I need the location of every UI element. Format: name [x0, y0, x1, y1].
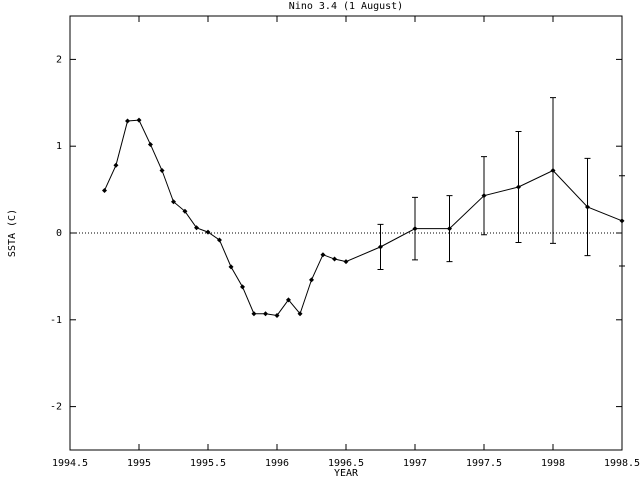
marker — [274, 312, 280, 318]
chart-title: Nino 3.4 (1 August) — [289, 1, 403, 12]
marker — [263, 311, 269, 317]
marker — [102, 187, 107, 193]
marker — [136, 117, 142, 123]
marker — [516, 184, 521, 190]
marker — [147, 141, 153, 147]
marker — [240, 284, 245, 290]
marker — [447, 226, 452, 232]
marker — [585, 204, 590, 210]
x-tick-label: 1997 — [403, 458, 427, 469]
x-tick-label: 1998 — [541, 458, 565, 469]
marker — [309, 277, 314, 283]
marker — [113, 162, 119, 168]
marker — [182, 208, 188, 214]
marker — [159, 168, 165, 174]
marker — [251, 311, 257, 317]
marker — [216, 237, 222, 243]
marker — [320, 252, 326, 258]
data-line — [104, 119, 623, 316]
y-tick-label: -1 — [50, 315, 62, 326]
x-tick-label: 1995.5 — [190, 458, 226, 469]
marker — [481, 193, 487, 199]
marker — [228, 264, 234, 270]
x-axis-label: YEAR — [334, 468, 359, 479]
x-tick-label: 1994.5 — [52, 458, 88, 469]
marker — [378, 244, 383, 250]
y-tick-label: -2 — [50, 402, 62, 413]
y-tick-label: 0 — [56, 228, 62, 239]
marker — [412, 226, 418, 232]
marker — [332, 256, 338, 262]
x-tick-label: 1996.5 — [328, 458, 364, 469]
y-tick-label: 2 — [56, 54, 62, 65]
marker — [171, 199, 176, 205]
x-tick-label: 1996 — [265, 458, 289, 469]
marker — [125, 118, 131, 124]
y-axis-label: SSTA (C) — [7, 209, 18, 257]
x-tick-label: 1995 — [127, 458, 151, 469]
y-tick-label: 1 — [56, 141, 62, 152]
marker — [297, 311, 303, 317]
x-tick-label: 1998.5 — [604, 458, 640, 469]
marker — [619, 218, 625, 224]
marker — [194, 225, 200, 231]
marker — [285, 297, 291, 303]
marker — [205, 229, 211, 235]
marker — [343, 259, 349, 265]
marker — [550, 168, 556, 174]
x-tick-label: 1997.5 — [466, 458, 502, 469]
